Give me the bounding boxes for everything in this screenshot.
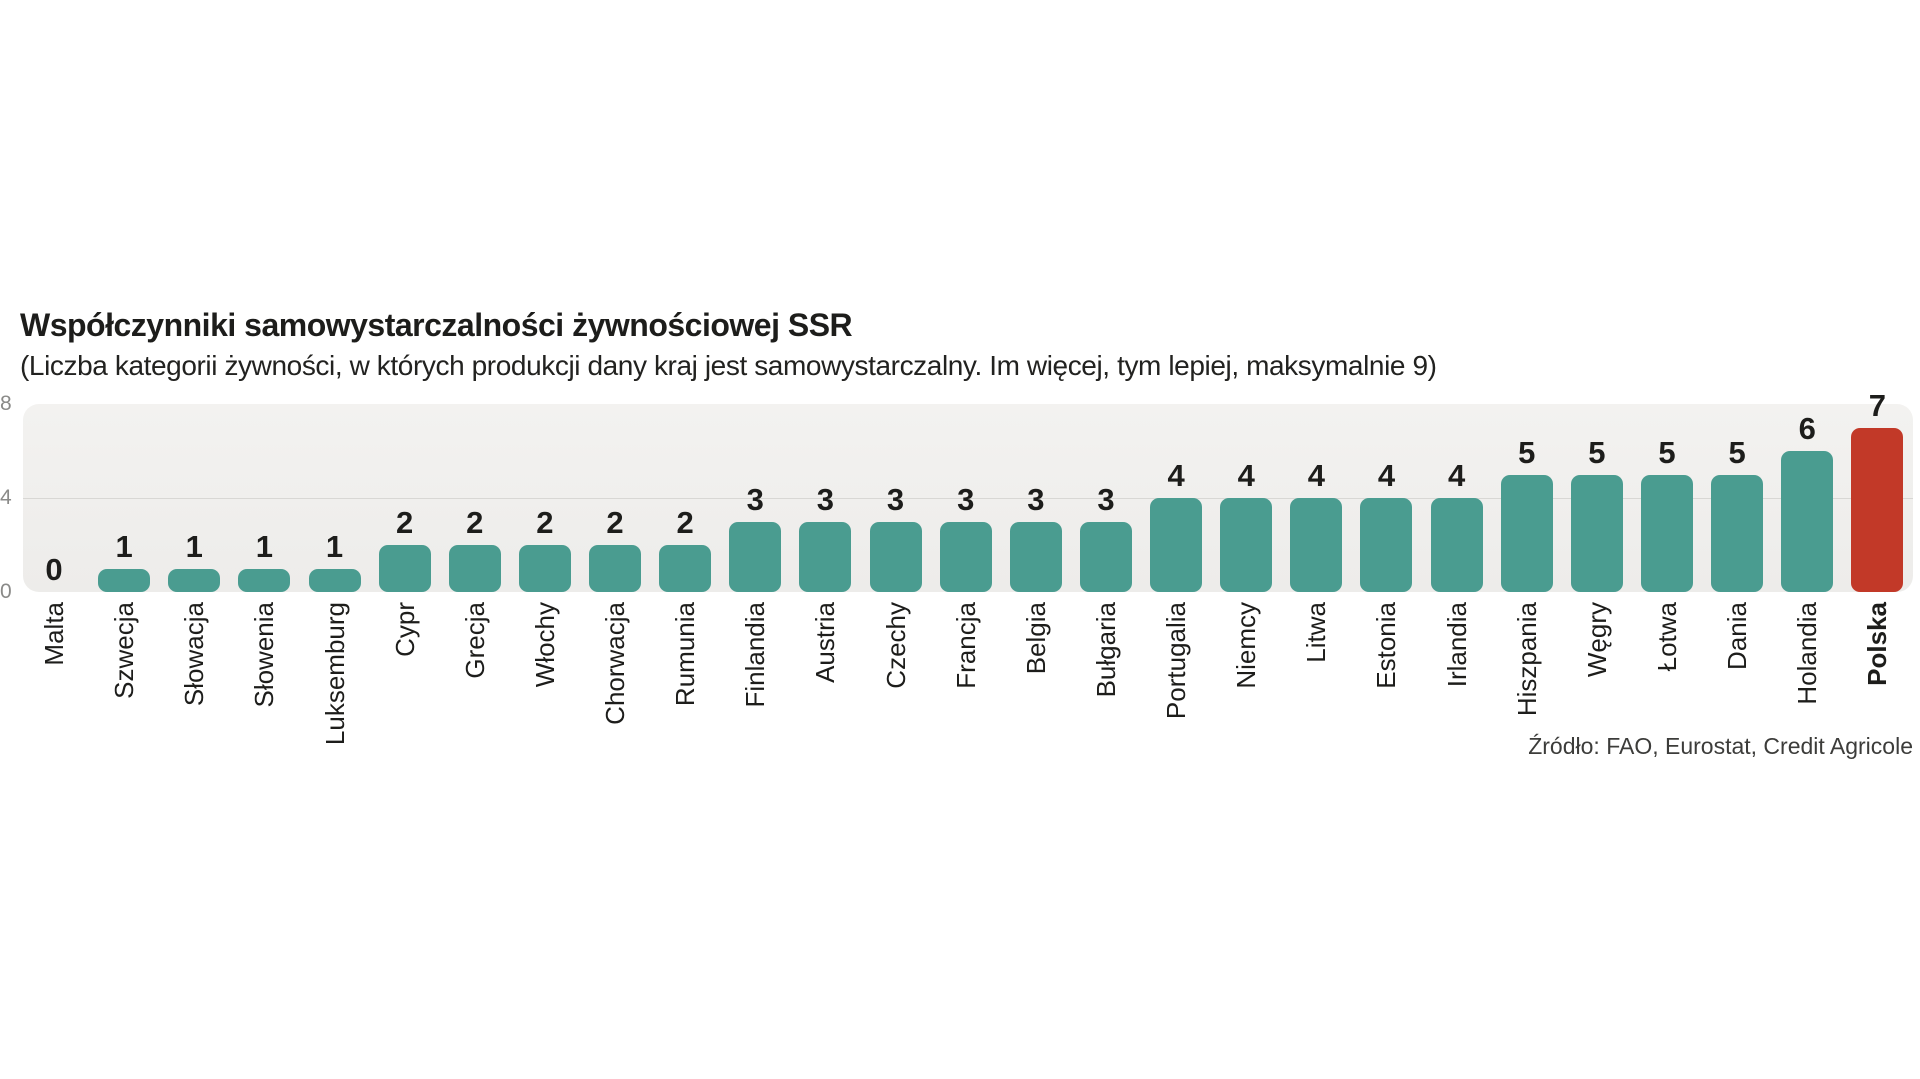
bar-bułgaria xyxy=(1079,521,1132,592)
x-axis-label-francja: Francja xyxy=(950,602,981,689)
bar-holandia xyxy=(1781,451,1834,592)
bar-value-label: 3 xyxy=(1097,481,1115,517)
source-note: Źródło: FAO, Eurostat, Credit Agricole xyxy=(1528,733,1913,759)
bar-grecja xyxy=(448,545,501,592)
bar-cypr xyxy=(378,545,431,592)
gridline-4 xyxy=(23,498,1913,499)
y-axis-tick-label: 0 xyxy=(0,580,12,603)
bar-value-label: 4 xyxy=(1307,458,1325,493)
bar-value-label: 4 xyxy=(1237,458,1255,493)
x-axis-label-irlandia: Irlandia xyxy=(1441,602,1472,688)
bar-value-label: 3 xyxy=(746,481,764,517)
x-axis-label-cypr: Cypr xyxy=(389,602,420,657)
bar-belgia xyxy=(1009,521,1062,592)
bar-value-label: 6 xyxy=(1798,411,1816,446)
bar-value-label: 4 xyxy=(1377,458,1396,493)
bar-litwa xyxy=(1290,498,1343,592)
bar-value-label: 7 xyxy=(1868,387,1886,423)
bar-value-label: 2 xyxy=(466,505,484,540)
x-axis-label-rumunia: Rumunia xyxy=(670,602,701,707)
y-axis-tick-label: 8 xyxy=(0,392,12,415)
bar-value-label: 1 xyxy=(325,528,344,564)
x-axis-label-portugalia: Portugalia xyxy=(1161,602,1192,720)
x-axis-label-austria: Austria xyxy=(810,602,841,683)
bar-węgry xyxy=(1570,474,1623,592)
bar-value-label: 2 xyxy=(676,505,694,540)
x-axis-label-węgry: Węgry xyxy=(1581,602,1612,678)
x-axis-label-malta: Malta xyxy=(39,602,69,666)
bar-value-label: 5 xyxy=(1658,434,1676,470)
x-axis-label-finlandia: Finlandia xyxy=(740,602,771,708)
bar-value-label: 1 xyxy=(185,528,203,564)
bar-chorwacja xyxy=(589,545,642,592)
bar-value-label: 5 xyxy=(1588,434,1606,470)
x-axis-label-luksemburg: Luksemburg xyxy=(319,602,350,746)
bar-finlandia xyxy=(729,521,782,592)
bar-value-label: 3 xyxy=(957,481,975,517)
bar-value-label: 2 xyxy=(536,505,554,540)
x-axis-label-dania: Dania xyxy=(1722,602,1753,670)
x-axis-label-litwa: Litwa xyxy=(1301,602,1332,663)
x-axis-label-słowacja: Słowacja xyxy=(179,602,210,707)
bar-value-label: 1 xyxy=(115,528,133,564)
x-axis-label-niemcy: Niemcy xyxy=(1231,602,1262,689)
bar-irlandia xyxy=(1430,498,1483,592)
x-axis-label-włochy: Włochy xyxy=(529,602,560,688)
chart-title: Współczynniki samowystarczalności żywnoś… xyxy=(20,307,853,343)
bar-value-label: 3 xyxy=(886,481,905,517)
x-axis-label-estonia: Estonia xyxy=(1371,602,1402,689)
bar-dania xyxy=(1711,474,1764,592)
bar-czechy xyxy=(869,521,922,592)
bar-austria xyxy=(799,521,852,592)
bar-value-label: 3 xyxy=(1027,481,1045,517)
x-axis-label-polska: Polska xyxy=(1862,602,1893,686)
x-axis-label-chorwacja: Chorwacja xyxy=(600,602,631,725)
bar-value-label: 2 xyxy=(606,505,624,540)
x-axis-label-grecja: Grecja xyxy=(459,602,490,679)
bar-value-label: 4 xyxy=(1447,458,1466,493)
bar-polska xyxy=(1851,427,1904,592)
bar-value-label: 3 xyxy=(816,481,835,517)
bar-rumunia xyxy=(659,545,712,592)
bar-włochy xyxy=(518,545,571,592)
x-axis-label-hiszpania: Hiszpania xyxy=(1511,602,1542,717)
x-axis-label-belgia: Belgia xyxy=(1020,602,1051,675)
chart-subtitle: (Liczba kategorii żywności, w których pr… xyxy=(20,350,1437,381)
y-axis-tick-label: 4 xyxy=(0,486,12,509)
bar-francja xyxy=(939,521,992,592)
bar-value-label: 5 xyxy=(1518,434,1536,470)
bar-value-label: 2 xyxy=(396,505,414,540)
x-axis-label-holandia: Holandia xyxy=(1792,602,1823,705)
x-axis-label-słowenia: Słowenia xyxy=(249,602,280,708)
bar-value-label: 5 xyxy=(1728,434,1746,470)
bar-luksemburg xyxy=(308,568,361,592)
bar-estonia xyxy=(1360,498,1413,592)
bar-hiszpania xyxy=(1500,474,1553,592)
x-axis-label-łotwa: Łotwa xyxy=(1651,602,1682,672)
x-axis-label-bułgaria: Bułgaria xyxy=(1090,602,1121,698)
bar-value-label: 4 xyxy=(1167,458,1185,493)
bar-słowacja xyxy=(168,568,221,592)
bar-value-label: 1 xyxy=(255,528,273,564)
plot-area: 0 1 1 1 1 2 2 2 2 2 3 3 3 3 3 3 4 4 4 4 4 5 5 5 5 6 7 xyxy=(23,388,1913,592)
bar-łotwa xyxy=(1640,474,1693,592)
bar-słowenia xyxy=(238,568,291,592)
bar-szwecja xyxy=(98,568,151,592)
bar-value-label: 0 xyxy=(45,552,63,587)
x-axis-label-szwecja: Szwecja xyxy=(109,602,140,699)
bar-portugalia xyxy=(1150,498,1203,592)
x-axis-label-czechy: Czechy xyxy=(880,602,911,689)
bar-niemcy xyxy=(1220,498,1273,592)
